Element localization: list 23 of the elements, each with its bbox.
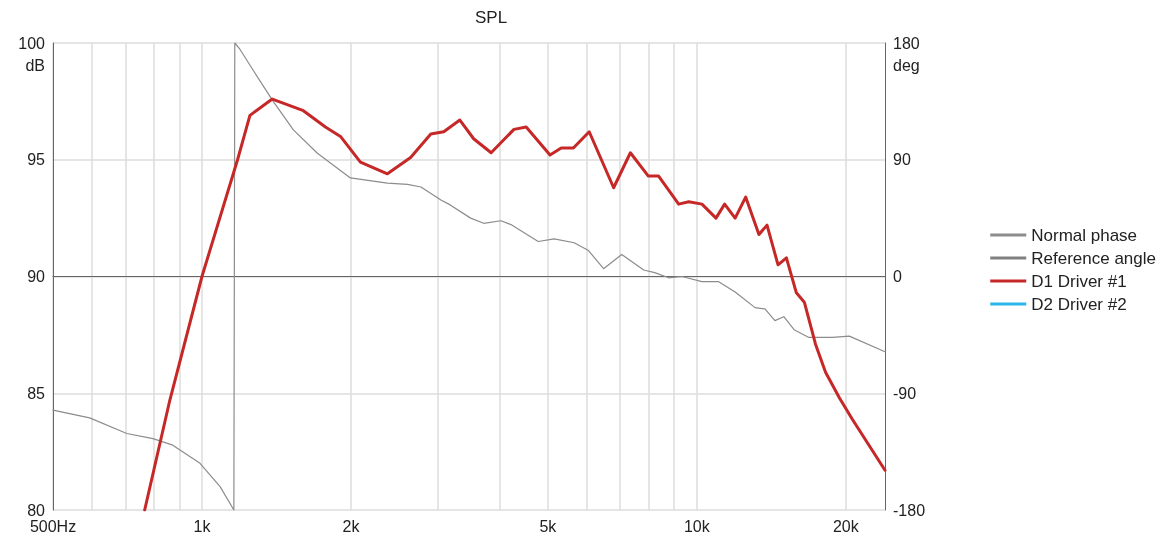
y-axis-title: dB xyxy=(25,56,45,74)
y-tick-label: 100 xyxy=(18,34,46,52)
legend-label: D2 Driver #2 xyxy=(1031,294,1127,314)
y-tick-label: 80 xyxy=(27,501,46,519)
legend-label: Normal phase xyxy=(1031,225,1138,245)
y2-axis-title: deg xyxy=(893,56,920,74)
x-tick-label: 500Hz xyxy=(29,517,77,535)
y2-tick-label: -180 xyxy=(893,501,926,519)
y2-tick-label: 90 xyxy=(893,151,911,169)
y2-tick-label: -90 xyxy=(893,384,917,402)
legend-label: Reference angle xyxy=(1031,248,1157,268)
y-tick-label: 95 xyxy=(27,151,46,169)
chart-title: SPL xyxy=(475,8,508,27)
y-tick-label: 85 xyxy=(27,384,46,402)
y2-tick-label: 180 xyxy=(893,34,920,52)
x-tick-label: 10k xyxy=(683,517,711,535)
x-tick-label: 1k xyxy=(193,517,212,535)
legend-label: D1 Driver #1 xyxy=(1031,271,1127,291)
x-tick-label: 2k xyxy=(342,517,361,535)
x-tick-label: 20k xyxy=(832,517,860,535)
y2-tick-label: 0 xyxy=(893,268,902,285)
y-tick-label: 90 xyxy=(27,268,46,285)
x-tick-label: 5k xyxy=(539,517,558,535)
